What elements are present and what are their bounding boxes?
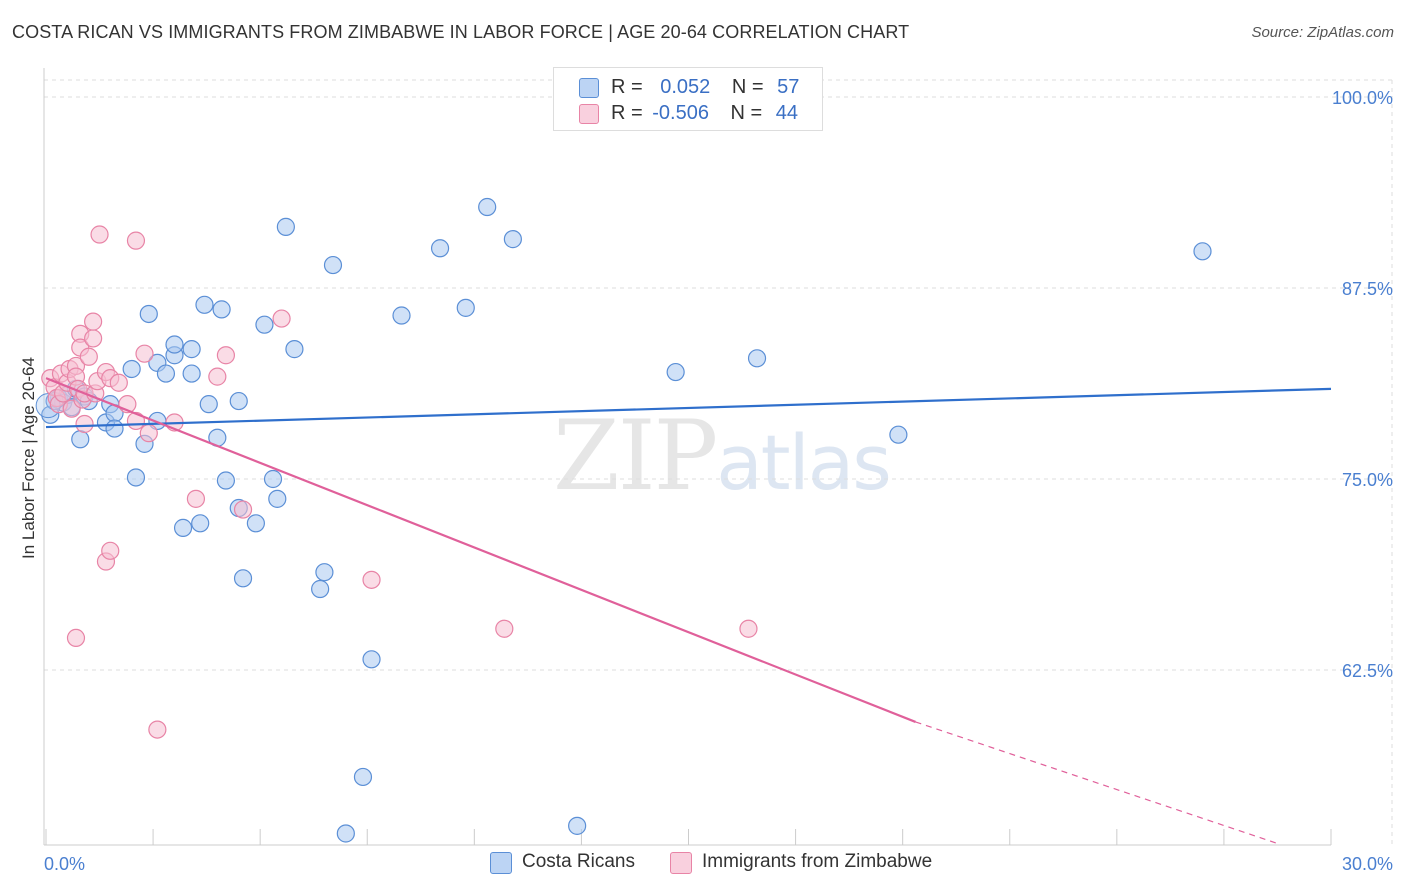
costa-rican-point xyxy=(229,391,248,411)
grid-lines xyxy=(44,79,1393,845)
costa-rican-point xyxy=(315,563,334,582)
zimbabwe-point xyxy=(84,329,103,348)
n-value: 44 xyxy=(775,102,799,124)
y-axis-label: In Labor Force | Age 20-64 xyxy=(19,357,38,559)
costa-rican-point xyxy=(182,364,201,383)
zimbabwe-point xyxy=(362,570,381,589)
zimbabwe-points xyxy=(41,225,758,739)
zimbabwe-point xyxy=(90,225,109,244)
costa-rican-point xyxy=(362,650,381,669)
costa-rican-point xyxy=(126,468,146,487)
zimbabwe-point xyxy=(66,628,86,648)
watermark-zip: ZIP xyxy=(553,400,718,512)
costa-rican-point xyxy=(156,364,176,383)
costa-rican-point xyxy=(255,315,274,334)
pink-swatch xyxy=(670,852,692,874)
zimbabwe-point xyxy=(495,619,514,638)
costa-rican-point xyxy=(889,425,908,444)
costa-ricans-points xyxy=(35,197,1212,843)
costa-rican-point xyxy=(122,359,141,379)
costa-rican-point xyxy=(311,579,330,599)
costa-rican-point xyxy=(666,362,685,382)
y-tick-label: 75.0% xyxy=(1342,470,1393,490)
costa-rican-point xyxy=(216,471,235,490)
costa-rican-point xyxy=(353,767,373,787)
costa-rican-point xyxy=(478,197,497,217)
zimbabwe-point xyxy=(139,424,158,443)
zimbabwe-point xyxy=(79,347,98,366)
costa-rican-point xyxy=(276,217,295,236)
costa-rican-point xyxy=(105,419,124,438)
series-name: Costa Ricans xyxy=(522,851,635,872)
zimbabwe-point xyxy=(101,541,120,560)
zimbabwe-point xyxy=(272,309,291,328)
x-tick-label: 30.0% xyxy=(1342,854,1393,874)
zimbabwe-point xyxy=(135,344,154,363)
series-name: Immigrants from Zimbabwe xyxy=(702,851,933,872)
zimbabwe-point xyxy=(208,367,227,386)
costa-rican-point xyxy=(430,239,450,258)
costa-rican-point xyxy=(139,304,158,324)
blue-swatch xyxy=(490,852,512,874)
costa-rican-point xyxy=(182,340,201,359)
y-tick-label: 62.5% xyxy=(1342,661,1393,681)
zimbabwe-point xyxy=(75,414,94,434)
costa-rican-point xyxy=(568,816,587,835)
costa-rican-point xyxy=(195,295,214,314)
stats-legend: R = 0.052 N = 57 R = -0.506 N = 44 xyxy=(553,67,823,131)
n-label: N = xyxy=(730,102,763,124)
costa-rican-point xyxy=(212,300,231,319)
costa-rican-point xyxy=(173,518,193,537)
costa-rican-point xyxy=(165,335,184,354)
watermark-atlas: atlas xyxy=(716,418,892,507)
costa-rican-point xyxy=(336,824,355,843)
chart-title: COSTA RICAN VS IMMIGRANTS FROM ZIMBABWE … xyxy=(12,22,910,42)
x-tick-label: 0.0% xyxy=(44,854,85,874)
axes xyxy=(43,68,1332,846)
costa-rican-point xyxy=(246,514,265,533)
n-value: 57 xyxy=(777,76,800,98)
costa-rican-point xyxy=(1193,242,1212,261)
costa-rican-point xyxy=(323,255,343,275)
n-label: N = xyxy=(731,76,764,98)
costa-rican-point xyxy=(268,489,287,508)
watermark: ZIPatlas xyxy=(553,400,892,512)
costa-rican-point xyxy=(503,230,522,249)
zimbabwe-point xyxy=(233,500,253,519)
costa-rican-point xyxy=(71,430,90,449)
blue-swatch xyxy=(579,78,599,98)
costa-rican-point xyxy=(747,349,767,368)
zimbabwe-trend-extension xyxy=(915,721,1280,845)
r-label: R = xyxy=(611,102,643,124)
costa-rican-point xyxy=(263,469,283,489)
costa-rican-point xyxy=(191,514,210,533)
zimbabwe-trend-line xyxy=(45,377,916,723)
zimbabwe-point xyxy=(109,373,128,392)
y-tick-label: 87.5% xyxy=(1342,279,1393,299)
y-tick-label: 100.0% xyxy=(1332,88,1393,108)
pink-swatch xyxy=(579,104,599,124)
costa-rican-point xyxy=(233,569,253,588)
trend-lines xyxy=(45,377,1332,845)
zimbabwe-point xyxy=(739,619,758,638)
zimbabwe-point xyxy=(148,720,167,739)
zimbabwe-point xyxy=(186,489,206,508)
zimbabwe-point xyxy=(126,231,146,250)
r-value: -0.506 xyxy=(652,102,709,124)
costa-rican-point xyxy=(456,298,475,317)
costa-rican-point xyxy=(285,340,304,359)
zimbabwe-point xyxy=(84,312,103,331)
r-label: R = xyxy=(611,76,643,98)
r-value: 0.052 xyxy=(660,76,711,98)
axis-labels: 100.0% 87.5% 75.0% 62.5% 0.0% 30.0% In Labor F… xyxy=(19,88,1393,874)
source-label: Source: ZipAtlas.com xyxy=(1251,24,1394,41)
zimbabwe-point xyxy=(216,346,235,365)
costa-rican-point xyxy=(199,395,218,414)
costa-ricans-trend-line xyxy=(45,387,1332,429)
costa-rican-point xyxy=(392,306,411,325)
